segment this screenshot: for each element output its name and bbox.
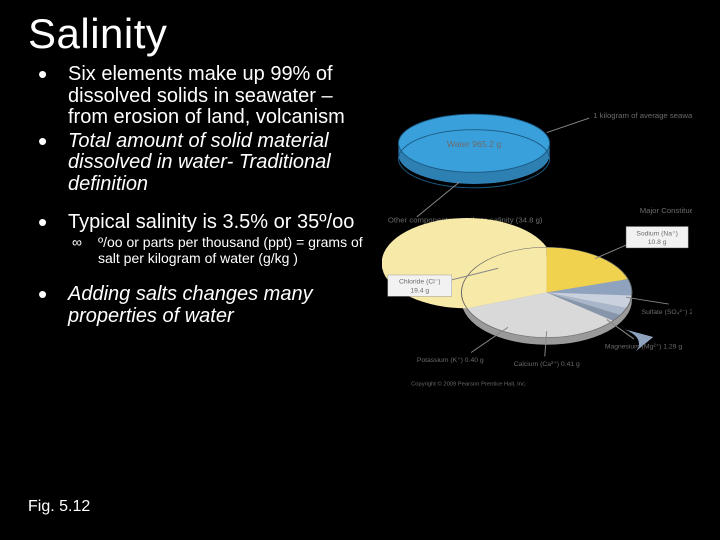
leader-sulfate [626, 297, 669, 304]
bullet-2-text: Total amount of solid material dissolved… [68, 130, 331, 195]
slide-title: Salinity [28, 10, 692, 58]
text-column: Six elements make up 99% of dissolved so… [28, 64, 368, 329]
label-chloride-2: 19.4 g [410, 287, 429, 294]
figure-label: Fig. 5.12 [28, 498, 90, 516]
label-ca: Calcium (Ca²⁺) 0.41 g [514, 361, 580, 368]
water-disc: Water 965.2 g [398, 114, 549, 188]
sub-bullet-1: º/oo or parts per thousand (ppt) = grams… [68, 235, 368, 266]
bullet-2: Total amount of solid material dissolved… [34, 131, 368, 196]
spacer-2 [34, 270, 368, 284]
copyright-text: Copyright © 2009 Pearson Prentice Hall, … [411, 380, 527, 387]
bullet-list: Six elements make up 99% of dissolved so… [34, 64, 368, 196]
bullet-list-2: Typical salinity is 3.5% or 35º/oo º/oo … [34, 212, 368, 266]
bullet-4: Adding salts changes many properties of … [34, 284, 368, 327]
content-row: Six elements make up 99% of dissolved so… [28, 64, 692, 404]
bullet-3-text: Typical salinity is 3.5% or 35º/oo [68, 211, 354, 233]
salinity-diagram: Water 965.2 g 1 kilogram of average seaw… [382, 84, 692, 404]
spacer [34, 198, 368, 212]
bullet-list-3: Adding salts changes many properties of … [34, 284, 368, 327]
label-sodium-1: Sodium (Na⁺) [636, 230, 678, 237]
label-sodium-2: 10.8 g [648, 239, 667, 246]
sub-bullet-list: º/oo or parts per thousand (ppt) = grams… [68, 235, 368, 266]
label-major: Major Constituents [640, 206, 692, 215]
leader-line-kilogram [547, 118, 590, 133]
label-k: Potassium (K⁺) 0.40 g [417, 357, 484, 364]
leader-line-other [417, 182, 460, 217]
diagram-svg: Water 965.2 g 1 kilogram of average seaw… [382, 84, 692, 404]
label-chloride-1: Chloride (Cl⁻) [399, 279, 441, 286]
bullet-1: Six elements make up 99% of dissolved so… [34, 64, 368, 129]
bullet-3: Typical salinity is 3.5% or 35º/oo º/oo … [34, 212, 368, 266]
label-mg: Magnesium (Mg²⁺) 1.29 g [605, 344, 683, 351]
slide: Salinity Six elements make up 99% of dis… [0, 0, 720, 540]
side-note: 1 kilogram of average seawater [593, 111, 692, 120]
label-sulfate: Sulfate (SO₄²⁻) 2.41 g [642, 309, 692, 316]
disc-label: Water 965.2 g [447, 139, 502, 149]
bullet-4-text: Adding salts changes many properties of … [68, 283, 313, 327]
